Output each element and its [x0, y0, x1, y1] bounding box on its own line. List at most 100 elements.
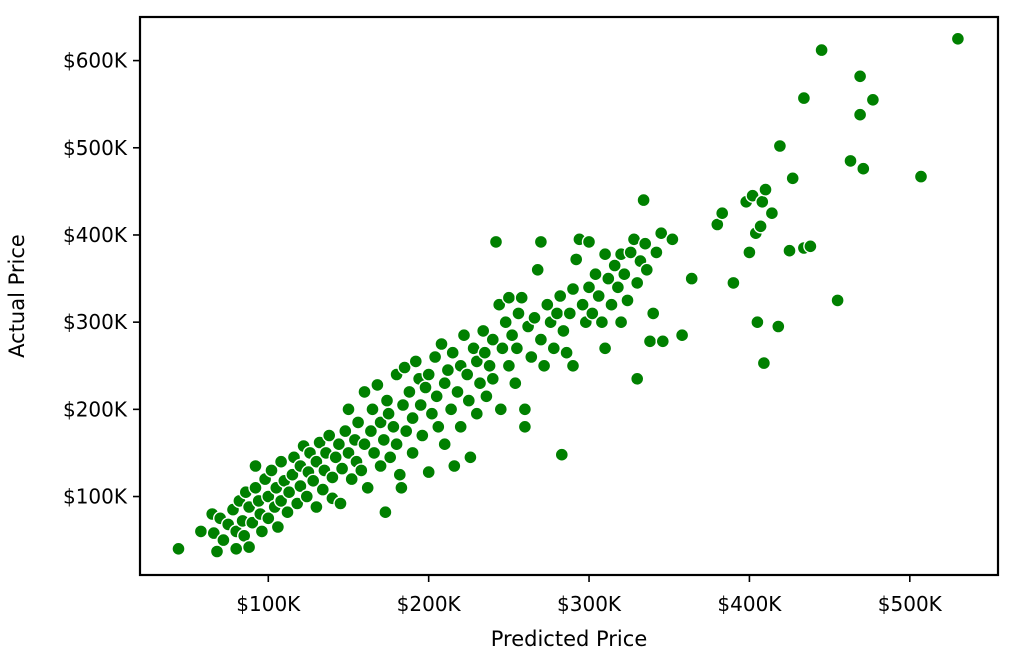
- y-tick-label: $600K: [63, 49, 128, 73]
- data-point: [456, 328, 472, 343]
- data-point: [469, 354, 484, 369]
- data-point: [649, 245, 664, 260]
- data-point: [565, 281, 581, 297]
- data-point: [333, 496, 348, 511]
- data-point: [575, 297, 590, 312]
- data-point: [501, 358, 517, 373]
- data-point: [785, 171, 800, 186]
- data-point: [913, 169, 929, 184]
- data-point: [293, 478, 308, 494]
- data-point: [193, 524, 209, 539]
- data-point: [508, 376, 523, 391]
- data-point: [322, 428, 337, 443]
- data-point: [479, 389, 494, 404]
- data-point: [493, 402, 508, 417]
- data-point: [281, 485, 297, 500]
- data-point: [485, 332, 500, 347]
- data-point: [856, 161, 871, 176]
- data-point: [620, 293, 635, 308]
- data-point: [764, 205, 780, 221]
- data-point: [642, 334, 658, 349]
- data-point: [338, 423, 353, 439]
- data-point: [865, 92, 881, 108]
- data-point: [540, 297, 555, 312]
- data-point: [434, 336, 449, 352]
- y-axis-title: Actual Price: [5, 234, 29, 358]
- data-point: [553, 288, 568, 304]
- data-point: [273, 454, 289, 469]
- data-point: [241, 539, 257, 555]
- data-point: [350, 415, 366, 430]
- x-tick-label: $200K: [397, 592, 462, 616]
- data-point: [402, 384, 417, 400]
- x-tick-label: $300K: [557, 592, 622, 616]
- data-point: [604, 297, 619, 312]
- data-point: [655, 334, 670, 349]
- data-point: [594, 315, 610, 330]
- data-point: [630, 371, 645, 386]
- data-point: [591, 288, 606, 304]
- data-point: [450, 384, 465, 400]
- data-point: [636, 192, 651, 208]
- data-point: [504, 328, 520, 343]
- data-point: [536, 358, 552, 373]
- x-tick-label: $400K: [717, 592, 782, 616]
- data-point: [742, 245, 757, 260]
- data-point: [674, 328, 690, 343]
- y-tick-label: $100K: [63, 485, 128, 509]
- data-point: [341, 402, 356, 417]
- data-point: [488, 234, 504, 250]
- data-point: [245, 515, 260, 530]
- data-point: [447, 458, 462, 474]
- data-point: [386, 419, 401, 434]
- data-point: [248, 480, 263, 495]
- data-point: [427, 349, 443, 365]
- data-point: [485, 371, 500, 386]
- data-point: [492, 297, 507, 312]
- data-point: [341, 445, 356, 461]
- data-point: [378, 505, 393, 520]
- data-point: [373, 415, 388, 430]
- data-point: [843, 153, 858, 169]
- data-point: [772, 138, 788, 154]
- data-point: [440, 362, 456, 378]
- data-point: [581, 280, 597, 295]
- data-point: [392, 467, 407, 482]
- data-point: [209, 544, 225, 559]
- data-point: [585, 306, 600, 321]
- data-point: [517, 419, 533, 434]
- data-point: [509, 341, 525, 356]
- data-point: [261, 511, 276, 526]
- data-point: [796, 90, 812, 106]
- data-point: [328, 450, 343, 465]
- data-point: [309, 499, 324, 515]
- data-point: [530, 262, 545, 277]
- data-point: [514, 290, 529, 305]
- data-point: [254, 524, 270, 539]
- data-point: [408, 354, 423, 369]
- data-point: [424, 406, 440, 421]
- data-point: [476, 323, 491, 339]
- x-tick-label: $500K: [878, 592, 943, 616]
- data-point: [638, 236, 653, 251]
- data-point: [597, 341, 613, 356]
- data-point: [463, 450, 478, 465]
- data-point: [654, 225, 669, 241]
- x-axis: $100K $200K $300K $400K $500K: [236, 575, 943, 616]
- data-point: [562, 306, 577, 321]
- data-point: [533, 332, 549, 347]
- data-point: [517, 402, 533, 417]
- data-point: [852, 69, 868, 84]
- data-point: [437, 437, 452, 452]
- data-point: [373, 458, 388, 474]
- data-point: [498, 315, 513, 330]
- y-tick-label: $400K: [63, 223, 128, 247]
- data-point: [363, 423, 379, 439]
- data-point: [546, 341, 561, 356]
- data-point: [501, 290, 517, 305]
- data-point: [581, 234, 597, 250]
- data-point: [405, 410, 420, 426]
- data-point: [171, 541, 186, 556]
- data-point: [554, 447, 569, 462]
- data-point: [610, 280, 626, 295]
